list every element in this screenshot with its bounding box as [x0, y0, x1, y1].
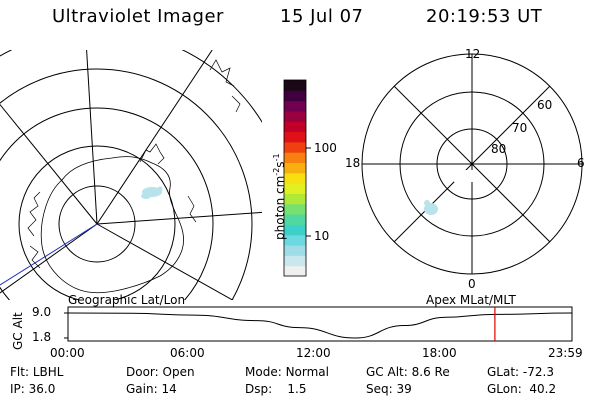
mlat-label-70: 70: [512, 121, 528, 135]
info-gc-alt: GC Alt: 8.6 Re: [366, 365, 450, 379]
colorbar-cell: [284, 234, 306, 246]
info-filter: Flt: LBHL: [10, 365, 64, 379]
terminator-line: [0, 223, 98, 286]
mlt-label-12: 12: [465, 47, 481, 61]
aurora-patch-right: [424, 200, 438, 215]
unit-sup2: -1: [272, 153, 281, 162]
longitude-lines: [0, 50, 262, 300]
unit-s: s: [273, 161, 287, 168]
latitude-rings: [0, 50, 262, 300]
info-door: Door: Open: [126, 365, 195, 379]
polar-label-mask: [454, 170, 474, 182]
info-seq: Seq: 39: [366, 382, 412, 396]
info-glat: GLat: -72.3: [487, 365, 554, 379]
altitude-ylabel: GC Alt: [11, 312, 25, 350]
colorbar-cell: [284, 214, 306, 225]
unit-sup1: -2: [272, 167, 281, 176]
colorbar-cell: [284, 193, 306, 205]
date-label: 15 Jul 07: [280, 6, 364, 27]
xtick-1800: 18:00: [422, 346, 457, 360]
colorbar-tick-100: 100: [314, 141, 337, 155]
polar-plot: [361, 53, 583, 275]
info-glon: GLon: 40.2: [487, 382, 557, 396]
xtick-1200: 12:00: [296, 346, 331, 360]
xtick-0000: 00:00: [50, 346, 85, 360]
altitude-ytick-bottom: 1.8: [32, 330, 52, 344]
colorbar-cell: [284, 203, 306, 215]
colorbar-cell: [284, 162, 306, 174]
app-title: Ultraviolet Imager: [52, 6, 224, 27]
coast-detail: [27, 59, 241, 269]
xtick-2359: 23:59: [548, 346, 583, 360]
geographic-map: [0, 50, 262, 300]
mlt-label-6: 6: [577, 156, 585, 170]
colorbar: [283, 79, 311, 277]
colorbar-cell: [284, 90, 306, 102]
unit-photon: photon cm: [273, 175, 287, 240]
colorbar-cell: [284, 245, 306, 256]
mlt-label-0: 0: [468, 277, 476, 291]
colorbar-cell: [284, 152, 306, 164]
colorbar-cell: [284, 172, 306, 184]
info-mode: Mode: Normal: [245, 365, 329, 379]
colorbar-cell: [284, 265, 306, 277]
info-dsp: Dsp: 1.5: [245, 382, 307, 396]
aurora-patch-left: [141, 186, 163, 199]
geographic-caption: Geographic Lat/Lon: [68, 293, 186, 307]
altitude-strip: [64, 306, 573, 342]
colorbar-unit-label: photon cm-2s-1: [272, 153, 287, 240]
colorbar-cell: [284, 80, 306, 91]
altitude-ytick-top: 9.0: [32, 305, 52, 319]
apex-caption: Apex MLat/MLT: [426, 293, 516, 307]
colorbar-cell: [284, 183, 306, 194]
time-label: 20:19:53 UT: [426, 6, 543, 27]
colorbar-cell: [284, 141, 306, 153]
colorbar-cell: [284, 110, 306, 122]
mlat-label-80: 80: [491, 142, 507, 156]
info-gain: Gain: 14: [126, 382, 177, 396]
altitude-curve: [67, 312, 573, 339]
info-ip: IP: 36.0: [10, 382, 56, 396]
antarctica-coastline: [40, 156, 184, 294]
mlat-label-60: 60: [537, 98, 553, 112]
colorbar-cell: [284, 100, 306, 112]
colorbar-cell: [284, 131, 306, 143]
colorbar-cell: [284, 224, 306, 236]
xtick-0600: 06:00: [170, 346, 205, 360]
colorbar-tick-10: 10: [314, 229, 330, 243]
colorbar-cell: [284, 121, 306, 133]
mlt-label-18: 18: [345, 156, 361, 170]
colorbar-cell: [284, 255, 306, 267]
